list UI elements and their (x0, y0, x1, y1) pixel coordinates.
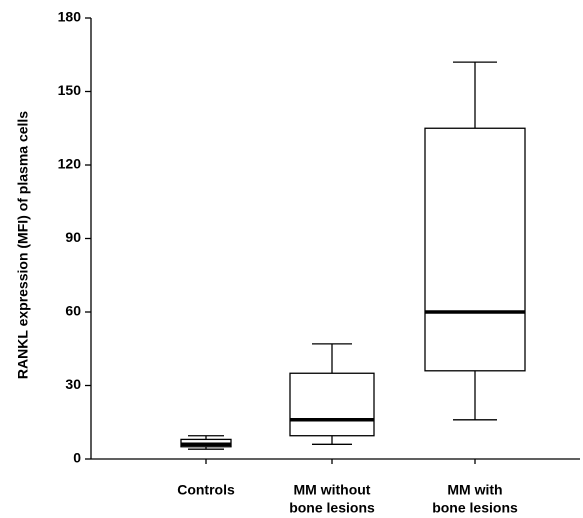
y-tick-label: 120 (58, 156, 82, 172)
y-tick-label: 150 (58, 82, 82, 98)
x-tick-label: bone lesions (432, 500, 518, 516)
x-tick-label: Controls (177, 482, 235, 498)
box (424, 127, 526, 372)
y-tick-label: 30 (65, 376, 81, 392)
x-tick-label: bone lesions (289, 500, 375, 516)
y-tick-label: 60 (65, 303, 81, 319)
y-tick-label: 0 (73, 450, 81, 466)
y-tick-label: 90 (65, 229, 81, 245)
x-tick-label: MM with (447, 482, 502, 498)
y-axis-label: RANKL expression (MFI) of plasma cells (15, 111, 31, 379)
box (289, 372, 375, 437)
x-tick-label: MM without (294, 482, 371, 498)
y-tick-label: 180 (58, 9, 82, 25)
